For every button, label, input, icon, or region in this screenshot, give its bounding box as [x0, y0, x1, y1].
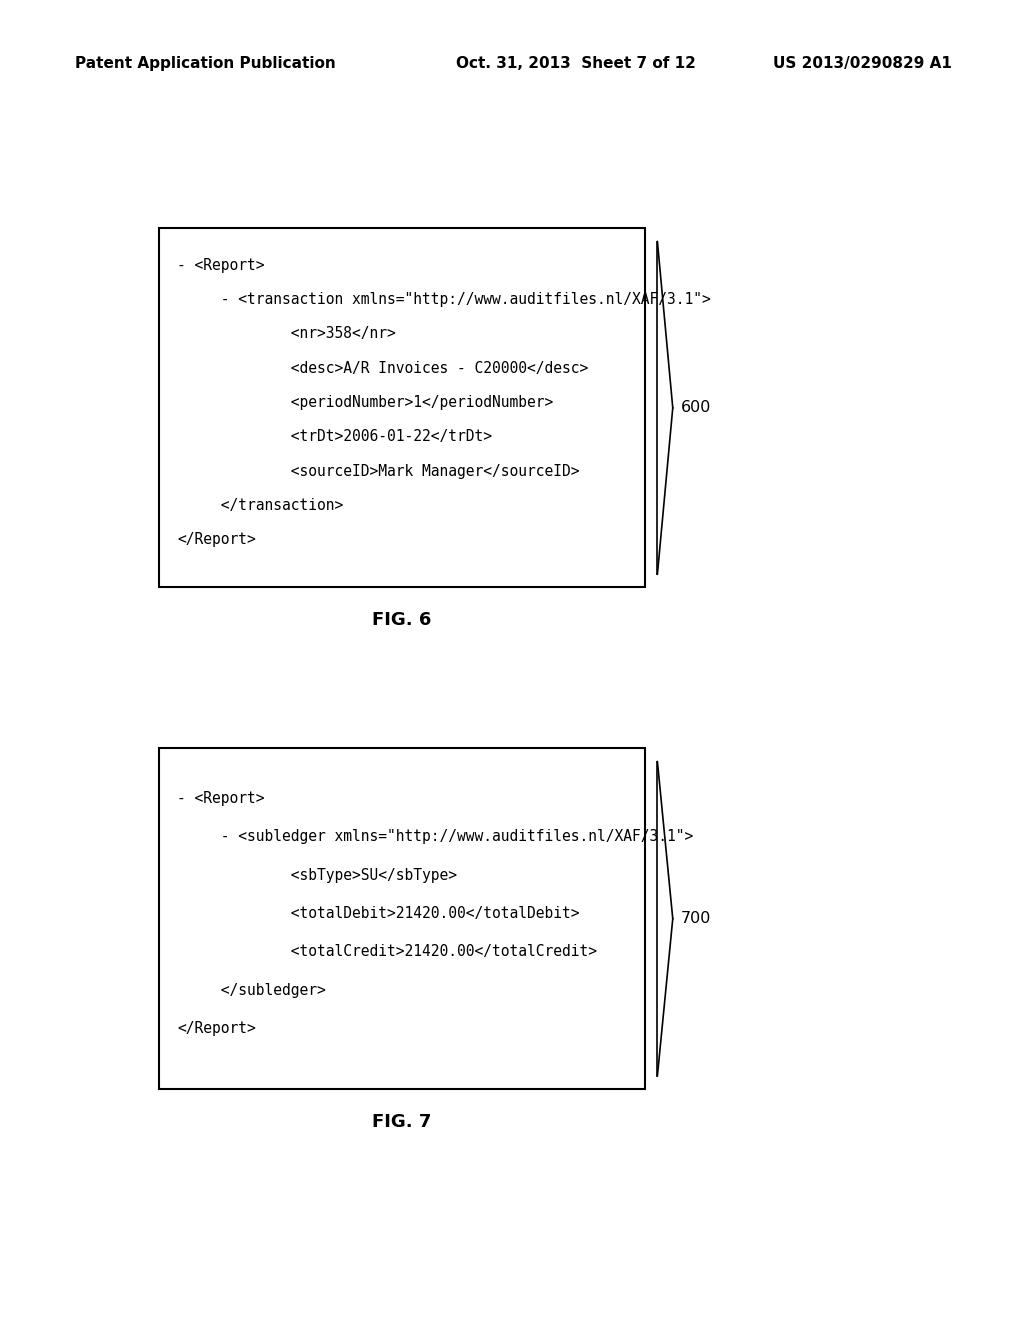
Text: - <transaction xmlns="http://www.auditfiles.nl/XAF/3.1">: - <transaction xmlns="http://www.auditfi… [177, 292, 711, 308]
Text: </Report>: </Report> [177, 532, 256, 548]
Text: US 2013/0290829 A1: US 2013/0290829 A1 [773, 55, 952, 71]
Text: </transaction>: </transaction> [177, 498, 343, 513]
Text: <sbType>SU</sbType>: <sbType>SU</sbType> [177, 867, 457, 883]
Text: <trDt>2006-01-22</trDt>: <trDt>2006-01-22</trDt> [177, 429, 493, 445]
Text: <totalCredit>21420.00</totalCredit>: <totalCredit>21420.00</totalCredit> [177, 944, 597, 960]
Text: FIG. 6: FIG. 6 [373, 611, 431, 630]
Text: 600: 600 [681, 400, 712, 416]
Bar [159, 228, 645, 587]
Text: <sourceID>Mark Manager</sourceID>: <sourceID>Mark Manager</sourceID> [177, 463, 580, 479]
Text: Patent Application Publication: Patent Application Publication [75, 55, 336, 71]
Text: <desc>A/R Invoices - C20000</desc>: <desc>A/R Invoices - C20000</desc> [177, 360, 589, 376]
Text: <totalDebit>21420.00</totalDebit>: <totalDebit>21420.00</totalDebit> [177, 906, 580, 921]
Text: </Report>: </Report> [177, 1020, 256, 1036]
Text: </subledger>: </subledger> [177, 982, 326, 998]
Text: <periodNumber>1</periodNumber>: <periodNumber>1</periodNumber> [177, 395, 553, 411]
Text: FIG. 7: FIG. 7 [373, 1113, 431, 1131]
Text: Oct. 31, 2013  Sheet 7 of 12: Oct. 31, 2013 Sheet 7 of 12 [456, 55, 695, 71]
Text: - <Report>: - <Report> [177, 257, 264, 273]
Text: - <subledger xmlns="http://www.auditfiles.nl/XAF/3.1">: - <subledger xmlns="http://www.auditfile… [177, 829, 693, 845]
Text: <nr>358</nr>: <nr>358</nr> [177, 326, 396, 342]
Bar [159, 748, 645, 1089]
Text: 700: 700 [681, 911, 712, 927]
Text: - <Report>: - <Report> [177, 791, 264, 807]
